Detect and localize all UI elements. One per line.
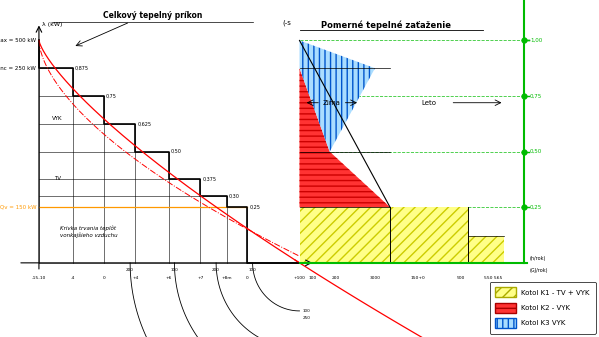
Polygon shape <box>390 207 468 263</box>
Text: 550 565: 550 565 <box>485 276 503 280</box>
Text: +100: +100 <box>294 276 305 280</box>
Text: 0,875: 0,875 <box>75 66 89 71</box>
Polygon shape <box>468 236 504 263</box>
Text: 0: 0 <box>102 276 105 280</box>
Text: 500: 500 <box>457 276 465 280</box>
Text: +7: +7 <box>197 276 204 280</box>
Text: 250: 250 <box>302 316 310 319</box>
Text: +4: +4 <box>132 276 138 280</box>
Text: Zima: Zima <box>323 100 341 106</box>
Text: Pomerné tepelné zaťaženie: Pomerné tepelné zaťaženie <box>320 20 451 30</box>
Text: 0,75: 0,75 <box>106 94 117 98</box>
Text: Celkový tepelný príkon: Celkový tepelný príkon <box>103 11 202 20</box>
Text: VYK: VYK <box>52 116 62 121</box>
Text: 0,25: 0,25 <box>249 205 260 210</box>
Text: Qv = 150 kW: Qv = 150 kW <box>0 205 37 210</box>
Text: 3000: 3000 <box>370 276 380 280</box>
Polygon shape <box>300 40 375 152</box>
Text: 200: 200 <box>212 268 220 272</box>
Text: 1,00: 1,00 <box>530 38 542 43</box>
Text: Qax = 500 kW: Qax = 500 kW <box>0 38 37 43</box>
Text: 0,50: 0,50 <box>530 149 542 154</box>
Text: 200: 200 <box>332 276 340 280</box>
Text: 0: 0 <box>246 276 249 280</box>
Text: +8m: +8m <box>221 276 232 280</box>
Polygon shape <box>300 207 390 263</box>
Text: Leto: Leto <box>421 100 437 106</box>
Text: 100: 100 <box>308 276 316 280</box>
Text: 100: 100 <box>249 268 256 272</box>
Text: +6: +6 <box>166 276 173 280</box>
Text: 100: 100 <box>302 309 310 313</box>
Polygon shape <box>300 68 390 207</box>
Legend: Kotol K1 - TV + VYK, Kotol K2 - VYK, Kotol K3 VYK: Kotol K1 - TV + VYK, Kotol K2 - VYK, Kot… <box>489 282 595 334</box>
Text: 0,625: 0,625 <box>137 121 151 126</box>
Text: -4: -4 <box>71 276 75 280</box>
Text: 0,75: 0,75 <box>530 94 542 98</box>
Text: (-s: (-s <box>282 20 291 26</box>
Text: 0,25: 0,25 <box>530 205 542 210</box>
Text: 100: 100 <box>171 268 179 272</box>
Text: TV: TV <box>54 176 60 181</box>
Text: 150+0: 150+0 <box>411 276 425 280</box>
Text: Čas: Čas <box>531 285 547 294</box>
Text: -15-10: -15-10 <box>32 276 46 280</box>
Text: 0,375: 0,375 <box>202 177 216 182</box>
Text: (GJ/rok): (GJ/rok) <box>530 268 549 273</box>
Text: Krivka trvania teplôt
vonkajšieho vzduchu: Krivka trvania teplôt vonkajšieho vzduch… <box>60 226 117 238</box>
Text: (h/rok): (h/rok) <box>530 256 546 261</box>
Text: 0,50: 0,50 <box>171 149 182 154</box>
Text: λ (kW): λ (kW) <box>41 22 62 27</box>
Text: 0,30: 0,30 <box>228 194 239 198</box>
Text: 200: 200 <box>126 268 134 272</box>
Text: Qnc = 250 kW: Qnc = 250 kW <box>0 66 37 71</box>
